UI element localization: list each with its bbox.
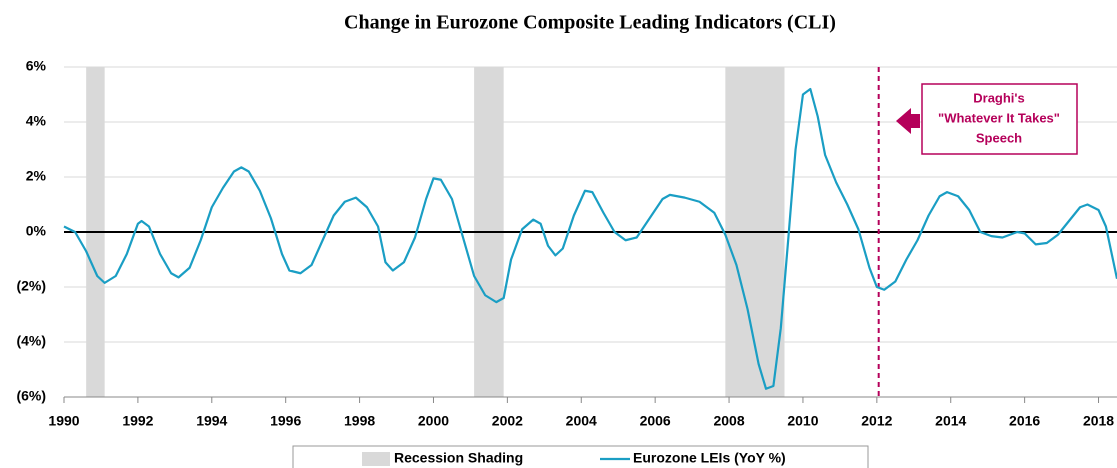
chart-title: Change in Eurozone Composite Leading Ind…: [344, 12, 836, 34]
x-tick-label: 1996: [270, 413, 301, 429]
x-tick-label: 2002: [492, 413, 523, 429]
annotation-box: [921, 83, 1078, 155]
x-tick-label: 2010: [787, 413, 818, 429]
x-tick-label: 2018: [1083, 413, 1114, 429]
x-tick-label: 2016: [1009, 413, 1040, 429]
x-tick-label: 2014: [935, 413, 966, 429]
legend-label: Recession Shading: [394, 450, 523, 466]
x-tick-label: 1990: [48, 413, 79, 429]
annotation-text: Draghi's: [973, 90, 1025, 105]
x-tick-label: 2012: [861, 413, 892, 429]
y-tick-label: 2%: [26, 168, 47, 184]
y-tick-label: (2%): [16, 278, 46, 294]
y-tick-label: (4%): [16, 333, 46, 349]
y-tick-label: 0%: [26, 223, 47, 239]
x-tick-label: 2000: [418, 413, 449, 429]
legend-swatch: [362, 452, 390, 466]
x-tick-label: 2008: [713, 413, 744, 429]
x-tick-label: 1994: [196, 413, 227, 429]
y-tick-label: 4%: [26, 113, 47, 129]
x-tick-label: 1998: [344, 413, 375, 429]
x-tick-label: 1992: [122, 413, 153, 429]
annotation-text: Speech: [976, 130, 1022, 145]
series-line: [63, 87, 1117, 390]
x-tick-label: 2004: [566, 413, 597, 429]
annotation-text: "Whatever It Takes": [938, 110, 1060, 125]
legend-box: [292, 445, 869, 468]
annotation-arrow: [896, 108, 920, 134]
y-tick-label: 6%: [26, 58, 47, 74]
y-tick-label: (6%): [16, 388, 46, 404]
x-tick-label: 2006: [640, 413, 671, 429]
legend-label: Eurozone LEIs (YoY %): [633, 450, 786, 466]
